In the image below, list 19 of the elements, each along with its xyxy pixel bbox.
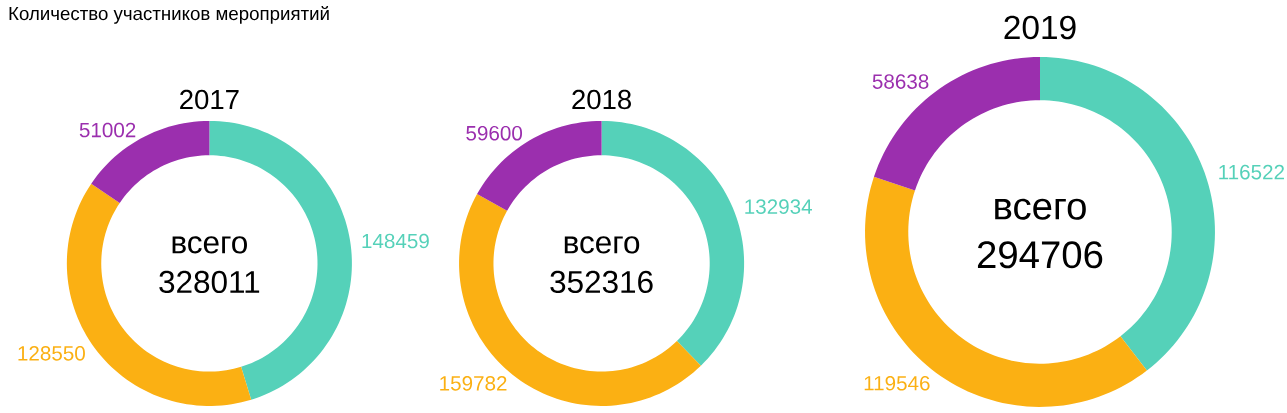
text: Количество участников мероприятий: [9, 6, 329, 24]
data-label: 119546: [864, 376, 930, 391]
data-label: 148459: [362, 233, 429, 249]
data-label: 59600: [466, 125, 523, 141]
chart-title: 2017: [180, 89, 239, 110]
data-label: 116522: [1219, 164, 1284, 180]
data-label: 159782: [440, 376, 507, 391]
chart-title: 2019: [1004, 15, 1076, 40]
data-label: 132934: [745, 199, 812, 215]
text: 294706: [977, 241, 1103, 269]
text: всего: [995, 198, 1086, 220]
text: 328011: [159, 270, 260, 294]
data-label: 128550: [18, 346, 85, 361]
data-label: 51002: [79, 122, 136, 138]
data-label: 58638: [872, 74, 929, 89]
text: 352316: [550, 270, 653, 294]
text: всего: [564, 236, 640, 254]
chart-title: 2018: [572, 89, 631, 110]
text: всего: [172, 236, 247, 254]
